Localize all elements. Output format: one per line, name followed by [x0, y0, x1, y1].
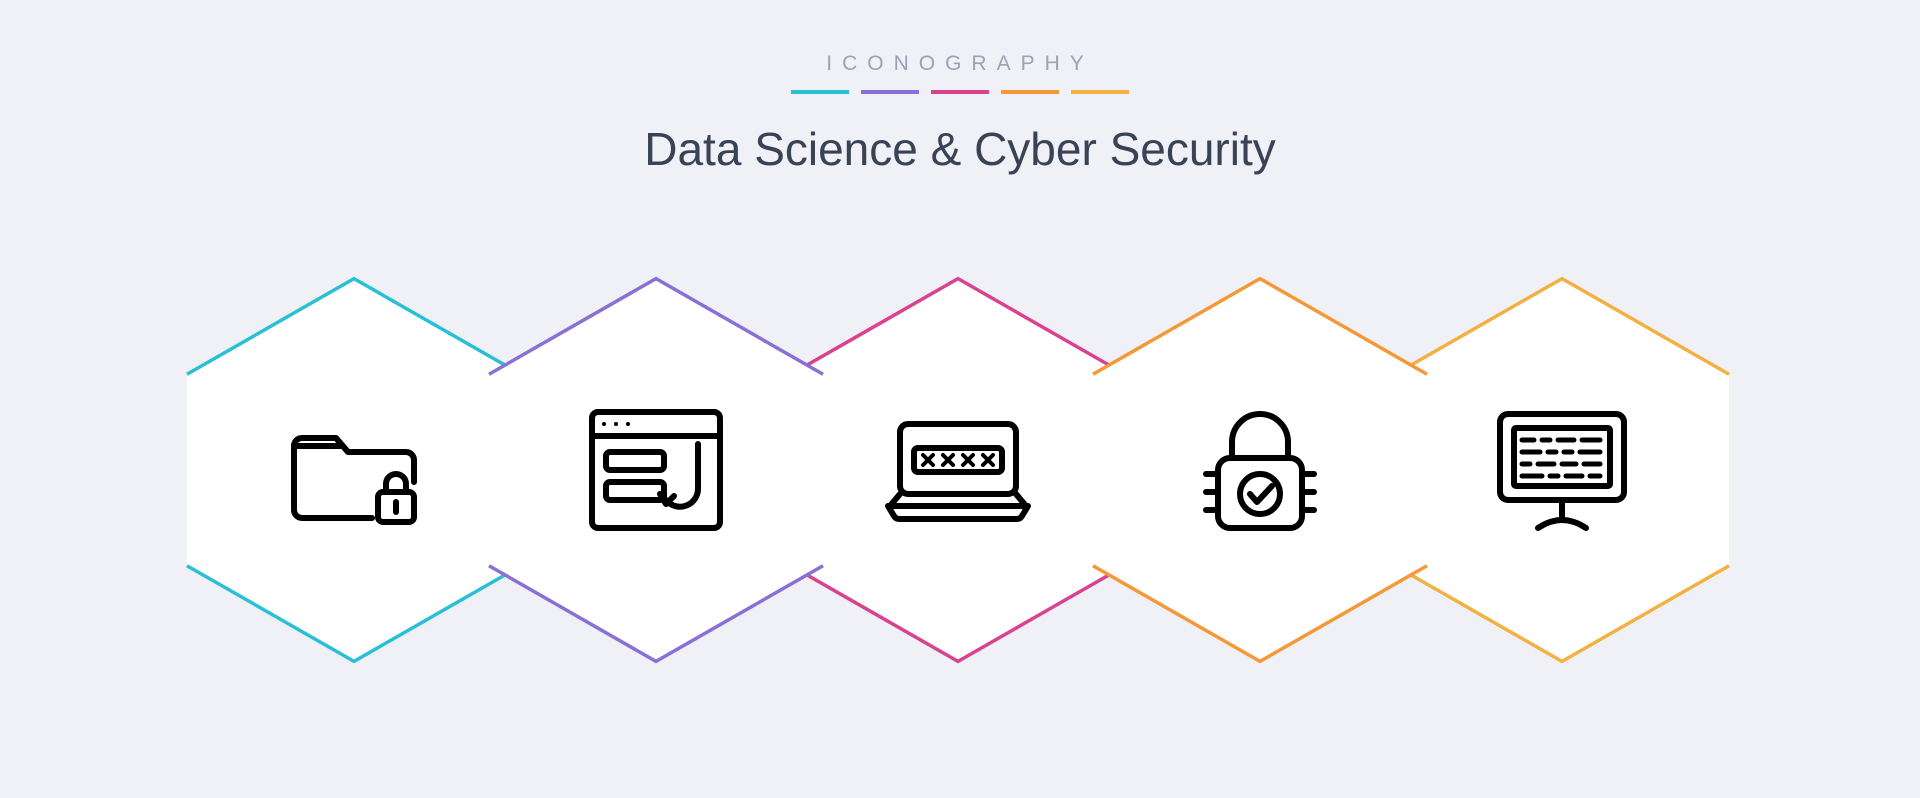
accent-orange: [1001, 90, 1059, 94]
accent-purple: [861, 90, 919, 94]
pack-title: Data Science & Cyber Security: [644, 122, 1276, 176]
hexagon-shape: [1086, 274, 1434, 666]
hexagon-shape: [180, 274, 528, 666]
hexagon-shape: [784, 274, 1132, 666]
hexagon-shape: [482, 274, 830, 666]
hexagon-tile-phishing-form: [482, 274, 830, 666]
header: ICONOGRAPHY Data Science & Cyber Securit…: [644, 52, 1276, 176]
accent-magenta: [931, 90, 989, 94]
accent-amber: [1071, 90, 1129, 94]
hexagon-tile-monitor-code: [1388, 274, 1736, 666]
hexagon-tile-folder-lock: [180, 274, 528, 666]
hexagon-shape: [1388, 274, 1736, 666]
brand-label: ICONOGRAPHY: [644, 52, 1276, 76]
hexagon-tile-padlock-check: [1086, 274, 1434, 666]
hexagon-tile-laptop-password: [784, 274, 1132, 666]
accent-underlines: [644, 90, 1276, 94]
accent-cyan: [791, 90, 849, 94]
hexagon-icon-row: [180, 250, 1740, 690]
